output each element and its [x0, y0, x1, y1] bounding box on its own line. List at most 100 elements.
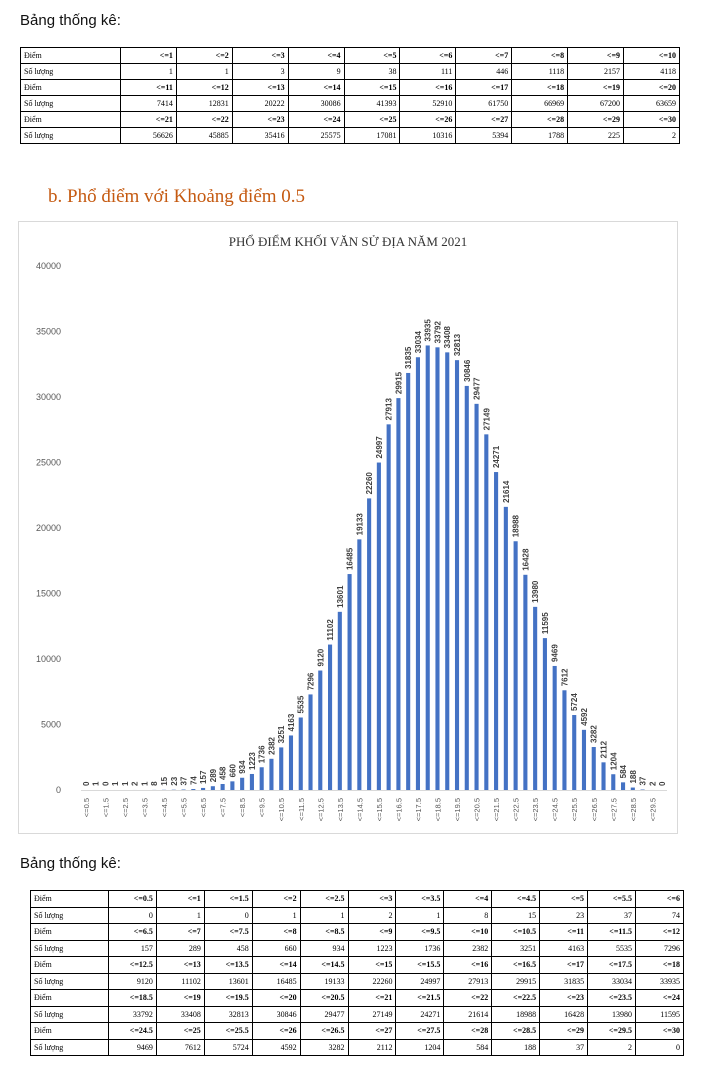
- count-cell: 18988: [491, 1005, 541, 1023]
- bar: [406, 372, 411, 790]
- bar-data-label: 29915: [394, 371, 403, 394]
- bar: [220, 784, 225, 790]
- count-cell: 17081: [343, 127, 401, 144]
- bar: [591, 747, 596, 790]
- bar-data-label: 157: [199, 770, 208, 784]
- row-label-count: Số lượng: [30, 1038, 109, 1056]
- bar-data-label: 23: [170, 776, 179, 785]
- count-cell: 2: [587, 1038, 636, 1056]
- bar-data-label: 2112: [600, 740, 609, 758]
- bar-data-label: 22260: [365, 472, 374, 495]
- row-label-count: Số lượng: [30, 972, 109, 990]
- score-threshold-cell: <=24: [287, 111, 345, 128]
- y-tick-label: 30000: [36, 392, 61, 402]
- table-row-counts: Số lượng 9120 11102 13601 16485 19133 22260 249…: [30, 972, 685, 990]
- bar-data-label: 7612: [560, 668, 569, 686]
- score-threshold-cell: <=14: [287, 79, 345, 96]
- score-threshold-cell: <=23.5: [587, 989, 636, 1007]
- count-cell: 1788: [511, 127, 569, 144]
- score-threshold-cell: <=11: [120, 79, 177, 96]
- row-label-count: Số lượng: [20, 63, 121, 80]
- bar-data-label: 19133: [355, 513, 364, 536]
- count-cell: 35416: [231, 127, 289, 144]
- score-threshold-cell: <=28: [443, 1022, 493, 1040]
- bar-data-label: 24271: [492, 445, 501, 468]
- bar: [201, 787, 206, 790]
- score-threshold-cell: <=15.5: [395, 956, 445, 974]
- count-cell: 1: [155, 906, 205, 924]
- count-cell: 1: [395, 906, 445, 924]
- count-cell: 7414: [120, 95, 177, 112]
- score-threshold-cell: <=11.5: [587, 923, 636, 941]
- bar-series: [93, 345, 655, 790]
- x-tick-label: <=16.5: [394, 798, 403, 821]
- y-tick-label: 25000: [36, 458, 61, 468]
- bar-data-label: 188: [629, 770, 638, 784]
- bar-data-label: 3282: [590, 725, 599, 743]
- count-cell: 12831: [175, 95, 233, 112]
- statistics-heading-2: Bảng thống kê:: [20, 855, 121, 872]
- x-tick-label: <=15.5: [375, 798, 384, 821]
- score-threshold-cell: <=23: [539, 989, 589, 1007]
- y-tick-label: 0: [56, 785, 61, 795]
- bar-data-label: 16485: [346, 547, 355, 570]
- count-cell: 21614: [443, 1005, 493, 1023]
- x-axis: <=0.5 <=1.5 <=2.5 <=3.5 <=4.5 <=5.5 <=6.5 <=7.5…: [81, 790, 667, 821]
- y-axis: 0 5000 10000 15000 20000 25000 30000 35000 40000: [36, 261, 61, 795]
- x-tick-label: <=22.5: [512, 798, 521, 821]
- count-cell: 31835: [539, 972, 589, 990]
- count-cell: 4592: [251, 1038, 301, 1056]
- count-cell: 19133: [299, 972, 349, 990]
- x-tick-label: <=1.5: [101, 798, 110, 817]
- bar: [494, 472, 499, 790]
- score-threshold-cell: <=18: [634, 956, 685, 974]
- bar-data-label: 584: [619, 764, 628, 778]
- count-cell: 30086: [287, 95, 345, 112]
- count-cell: 27149: [347, 1005, 397, 1023]
- count-cell: 458: [203, 939, 253, 957]
- count-cell: 33792: [108, 1005, 157, 1023]
- bar: [191, 789, 196, 790]
- row-label-score: Điểm: [30, 1022, 109, 1040]
- table-row-scores: Điểm <=24.5 <=25 <=25.5 <=26 <=26.5 <=27 <=27.5…: [30, 1022, 685, 1040]
- score-table-half-point: Điểm <=0.5 <=1 <=1.5 <=2 <=2.5 <=3 <=3.5 <=4 <=4.…: [30, 890, 685, 1056]
- bar-data-label: 934: [238, 760, 247, 774]
- bar-data-label: 18988: [512, 514, 521, 537]
- bar: [621, 782, 626, 790]
- row-label-score: Điểm: [30, 923, 109, 941]
- y-tick-label: 10000: [36, 654, 61, 664]
- score-threshold-cell: <=16: [443, 956, 493, 974]
- score-threshold-cell: <=25: [343, 111, 401, 128]
- score-threshold-cell: <=5: [539, 890, 589, 908]
- score-threshold-cell: <=29: [539, 1022, 589, 1040]
- count-cell: 11595: [634, 1005, 685, 1023]
- bar-data-label: 8: [150, 781, 159, 786]
- count-cell: 2112: [347, 1038, 397, 1056]
- bar: [279, 747, 284, 790]
- bar-data-label: 1: [121, 781, 130, 786]
- bar-data-label: 660: [228, 763, 237, 777]
- count-cell: 16428: [539, 1005, 589, 1023]
- score-threshold-cell: <=7.5: [203, 923, 253, 941]
- bar-data-label: 29477: [473, 377, 482, 400]
- bar: [454, 360, 460, 790]
- count-cell: 33034: [587, 972, 636, 990]
- bar-data-label: 2: [131, 781, 140, 786]
- bar: [347, 574, 352, 790]
- count-cell: 4163: [539, 939, 589, 957]
- bar-data-label: 27913: [385, 398, 394, 421]
- score-threshold-cell: <=4.5: [491, 890, 541, 908]
- score-threshold-cell: <=12: [634, 923, 685, 941]
- bar-data-label: 4592: [580, 707, 589, 725]
- row-label-score: Điểm: [20, 79, 121, 96]
- bar: [396, 398, 401, 790]
- x-tick-label: <=6.5: [199, 798, 208, 817]
- bar-data-label: 4163: [287, 713, 296, 731]
- score-threshold-cell: <=16: [399, 79, 457, 96]
- count-cell: 45885: [175, 127, 233, 144]
- score-threshold-cell: <=17.5: [587, 956, 636, 974]
- bar: [337, 611, 342, 790]
- bar-data-label: 1736: [258, 745, 267, 763]
- count-cell: 9469: [108, 1038, 157, 1056]
- count-cell: 1736: [395, 939, 445, 957]
